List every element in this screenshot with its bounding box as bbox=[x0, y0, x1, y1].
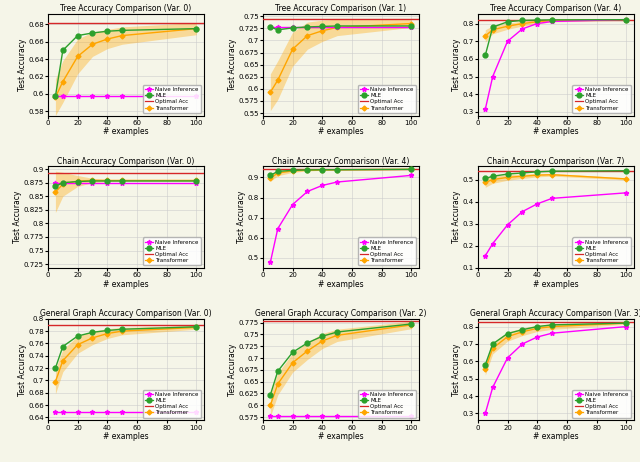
Y-axis label: Test Accuracy: Test Accuracy bbox=[228, 38, 237, 91]
Legend: Naive Inference, MLE, Optimal Acc, Transformer: Naive Inference, MLE, Optimal Acc, Trans… bbox=[572, 390, 631, 418]
X-axis label: # examples: # examples bbox=[533, 432, 579, 441]
X-axis label: # examples: # examples bbox=[318, 280, 364, 288]
Legend: Naive Inference, MLE, Optimal Acc, Transformer: Naive Inference, MLE, Optimal Acc, Trans… bbox=[143, 85, 201, 113]
Y-axis label: Test Accuracy: Test Accuracy bbox=[13, 191, 22, 243]
Title: General Graph Accuracy Comparison (Var. 3): General Graph Accuracy Comparison (Var. … bbox=[470, 309, 640, 318]
Title: Tree Accuracy Comparison (Var. 0): Tree Accuracy Comparison (Var. 0) bbox=[60, 4, 191, 13]
Title: Tree Accuracy Comparison (Var. 1): Tree Accuracy Comparison (Var. 1) bbox=[275, 4, 406, 13]
Y-axis label: Test Accuracy: Test Accuracy bbox=[18, 343, 27, 396]
X-axis label: # examples: # examples bbox=[318, 127, 364, 136]
Title: Tree Accuracy Comparison (Var. 4): Tree Accuracy Comparison (Var. 4) bbox=[490, 4, 621, 13]
Y-axis label: Test Accuracy: Test Accuracy bbox=[452, 38, 461, 91]
Title: General Graph Accuracy Comparison (Var. 2): General Graph Accuracy Comparison (Var. … bbox=[255, 309, 426, 318]
X-axis label: # examples: # examples bbox=[103, 432, 148, 441]
Title: General Graph Accuracy Comparison (Var. 0): General Graph Accuracy Comparison (Var. … bbox=[40, 309, 212, 318]
Y-axis label: Test Accuracy: Test Accuracy bbox=[237, 191, 246, 243]
Y-axis label: Test Accuracy: Test Accuracy bbox=[228, 343, 237, 396]
Y-axis label: Test Accuracy: Test Accuracy bbox=[452, 191, 461, 243]
Title: Chain Accuracy Comparison (Var. 7): Chain Accuracy Comparison (Var. 7) bbox=[487, 157, 625, 165]
X-axis label: # examples: # examples bbox=[103, 127, 148, 136]
X-axis label: # examples: # examples bbox=[103, 280, 148, 288]
Title: Chain Accuracy Comparison (Var. 4): Chain Accuracy Comparison (Var. 4) bbox=[272, 157, 410, 165]
Y-axis label: Test Accuracy: Test Accuracy bbox=[452, 343, 461, 396]
Legend: Naive Inference, MLE, Optimal Acc, Transformer: Naive Inference, MLE, Optimal Acc, Trans… bbox=[358, 390, 416, 418]
X-axis label: # examples: # examples bbox=[318, 432, 364, 441]
Legend: Naive Inference, MLE, Optimal Acc, Transformer: Naive Inference, MLE, Optimal Acc, Trans… bbox=[143, 390, 201, 418]
Legend: Naive Inference, MLE, Optimal Acc, Transformer: Naive Inference, MLE, Optimal Acc, Trans… bbox=[572, 237, 631, 265]
Legend: Naive Inference, MLE, Optimal Acc, Transformer: Naive Inference, MLE, Optimal Acc, Trans… bbox=[358, 85, 416, 113]
Y-axis label: Test Accuracy: Test Accuracy bbox=[18, 38, 27, 91]
Legend: Naive Inference, MLE, Optimal Acc, Transformer: Naive Inference, MLE, Optimal Acc, Trans… bbox=[143, 237, 201, 265]
Legend: Naive Inference, MLE, Optimal Acc, Transformer: Naive Inference, MLE, Optimal Acc, Trans… bbox=[572, 85, 631, 113]
X-axis label: # examples: # examples bbox=[533, 280, 579, 288]
Title: Chain Accuracy Comparison (Var. 0): Chain Accuracy Comparison (Var. 0) bbox=[57, 157, 195, 165]
X-axis label: # examples: # examples bbox=[533, 127, 579, 136]
Legend: Naive Inference, MLE, Optimal Acc, Transformer: Naive Inference, MLE, Optimal Acc, Trans… bbox=[358, 237, 416, 265]
